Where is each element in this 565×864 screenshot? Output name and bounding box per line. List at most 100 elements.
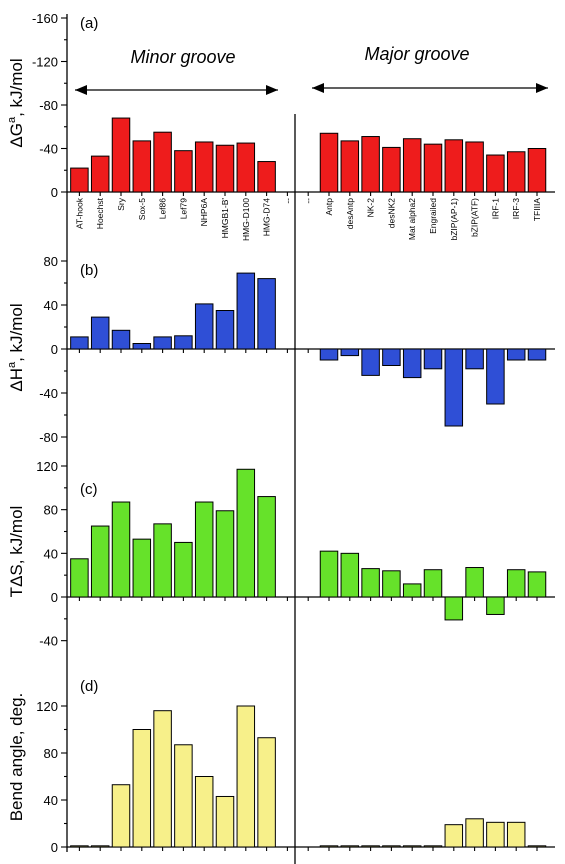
panel-c-bar-4 xyxy=(153,523,172,598)
panel-b-bar-21 xyxy=(506,348,526,361)
panel-c-bar-16 xyxy=(402,583,422,598)
category-label-15: desNK2 xyxy=(386,198,396,229)
panel-a-ytick-label-0: 0 xyxy=(51,185,58,200)
panel-a-ytick-label-4: -160 xyxy=(32,11,58,26)
panel-c-bar-9 xyxy=(257,496,276,598)
panel-b-bar-3 xyxy=(132,343,152,350)
panel-c-bar-20 xyxy=(486,596,505,615)
panel-d-bar-13 xyxy=(340,845,360,848)
category-label-17: Engrailed xyxy=(428,198,438,234)
category-label-1: Hoechst xyxy=(95,197,105,229)
panel-c-ytick-label-1: 0 xyxy=(51,590,58,605)
panel-b-ylabel: ΔHa, kJ/mol xyxy=(6,303,26,391)
panel-c-bar-5 xyxy=(174,541,193,598)
panel-d-bar-21 xyxy=(506,821,526,848)
panel-c-bar-12 xyxy=(319,550,339,598)
panel-b-bar-6 xyxy=(194,303,214,350)
panel-a-bar-17 xyxy=(423,143,443,193)
panel-d-bar-5 xyxy=(174,744,193,848)
category-label-10: -- xyxy=(282,198,292,204)
panel-b-bar-17 xyxy=(423,348,443,370)
panel-a-bar-8 xyxy=(236,142,256,193)
panel-d-bar-1 xyxy=(90,845,110,848)
panel-a-bar-4 xyxy=(153,131,172,193)
panel-b-bar-14 xyxy=(361,348,380,376)
category-label-21: IRF-3 xyxy=(511,198,521,220)
panel-a-bar-21 xyxy=(506,151,526,193)
panel-b-bar-8 xyxy=(236,272,256,350)
panel-a-label: (a) xyxy=(80,15,98,32)
panel-a-bar-12 xyxy=(319,132,339,193)
panel-b-bar-13 xyxy=(340,348,360,357)
panel-b-bar-18 xyxy=(444,348,464,427)
panel-d-bar-4 xyxy=(153,710,172,848)
panel-d-bar-17 xyxy=(423,845,443,848)
panel-d-bar-19 xyxy=(465,818,484,848)
panel-a-bar-6 xyxy=(194,141,214,193)
minor-groove-label: Minor groove xyxy=(130,47,235,67)
panel-b-ytick-label-4: 80 xyxy=(44,254,58,269)
major-groove-label: Major groove xyxy=(364,44,469,64)
panel-b-bar-0 xyxy=(70,336,89,350)
category-label-20: IRF-1 xyxy=(490,198,500,220)
panel-d-bar-16 xyxy=(402,845,422,848)
panel-c-bar-14 xyxy=(361,568,380,598)
panel-a-bar-16 xyxy=(402,138,422,193)
panel-b-bar-12 xyxy=(319,348,339,361)
panel-d-bar-2 xyxy=(111,784,131,848)
category-label-8: HMG-D100 xyxy=(241,198,251,241)
panel-c-bar-15 xyxy=(382,570,401,598)
panel-a-ylabel: ΔGa, kJ/mol xyxy=(6,58,26,147)
panel-d-bar-7 xyxy=(215,795,235,848)
category-label-4: Lef86 xyxy=(158,198,168,220)
category-label-2: Sry xyxy=(116,197,126,211)
category-label-11: -- xyxy=(303,198,313,204)
panel-c-bar-6 xyxy=(194,501,214,598)
panel-b-ytick-label-3: 40 xyxy=(44,298,58,313)
panel-c-bar-8 xyxy=(236,468,256,598)
panel-d-bar-6 xyxy=(194,776,214,848)
panel-b-ytick-label-0: -80 xyxy=(39,430,58,445)
panel-c-bar-7 xyxy=(215,510,235,598)
panel-a-bar-22 xyxy=(527,148,547,193)
panel-b-bar-7 xyxy=(215,310,235,350)
panel-b-bar-22 xyxy=(527,348,547,361)
panel-c-ytick-label-2: 40 xyxy=(44,546,58,561)
panel-b-bar-4 xyxy=(153,336,172,350)
category-label-12: Antp xyxy=(324,198,334,216)
major-groove-arrow xyxy=(312,83,548,93)
panel-a-ytick-label-2: -80 xyxy=(39,98,58,113)
panel-d-ytick-label-0: 0 xyxy=(51,840,58,855)
panel-c-ytick-label-3: 80 xyxy=(44,503,58,518)
panel-c-ytick-label-4: 120 xyxy=(36,459,58,474)
category-label-5: Lef79 xyxy=(178,198,188,220)
panel-a-ytick-label-1: -40 xyxy=(39,142,58,157)
panel-d-bar-8 xyxy=(236,705,256,848)
category-label-9: HMG-D74 xyxy=(262,198,272,237)
minor-groove-arrow xyxy=(75,85,278,95)
panel-b-bar-1 xyxy=(90,316,110,350)
panel-d-bar-0 xyxy=(70,845,89,848)
panel-c-bar-19 xyxy=(465,567,484,598)
panel-a-bar-19 xyxy=(465,141,484,193)
category-label-13: desAntp xyxy=(345,198,355,229)
panel-a-ytick-label-3: -120 xyxy=(32,55,58,70)
category-label-18: bZIP(AP-1) xyxy=(449,198,459,241)
panel-c-bar-0 xyxy=(70,558,89,598)
chart-marks: 0 -40 -80 -120 -160 ΔGa, kJ/mol -80 -40 0 40 80 ΔHa… xyxy=(6,11,555,855)
panel-a-bar-18 xyxy=(444,139,464,193)
category-label-3: Sox-5 xyxy=(137,198,147,220)
panel-c-bar-1 xyxy=(90,525,110,598)
panel-b-bar-16 xyxy=(402,348,422,379)
panel-d-ytick-label-2: 80 xyxy=(44,746,58,761)
panel-d-bar-14 xyxy=(361,845,380,848)
panel-a-bar-9 xyxy=(257,161,276,193)
panel-b-ytick-label-1: -40 xyxy=(39,386,58,401)
panel-d-ytick-label-1: 40 xyxy=(44,793,58,808)
panel-a-bar-15 xyxy=(382,146,401,193)
panel-d-bar-20 xyxy=(486,821,505,848)
category-label-16: Mat alpha2 xyxy=(407,198,417,240)
panel-c-ytick-label-0: -40 xyxy=(39,634,58,649)
panel-d-ylabel: Bend angle, deg. xyxy=(7,693,26,822)
panel-c-bar-2 xyxy=(111,501,131,598)
